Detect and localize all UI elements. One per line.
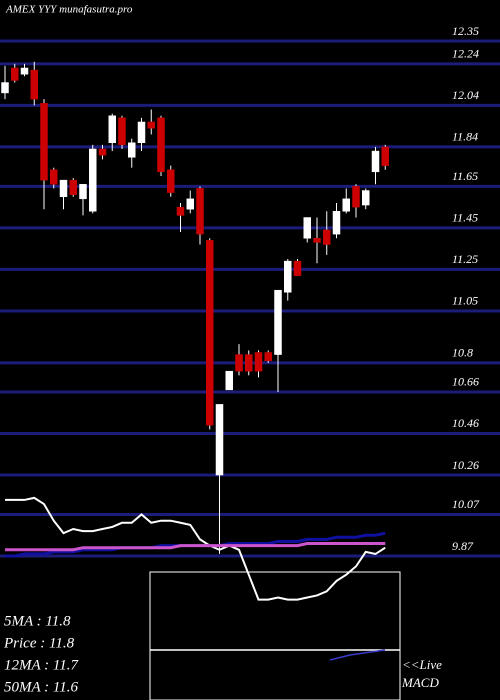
candle-body (89, 148, 97, 212)
stat-label: 12MA : 11.7 (4, 657, 80, 673)
candle-body (206, 240, 214, 426)
stat-label: 5MA : 11.8 (4, 613, 71, 629)
candle-body (30, 69, 38, 100)
candle-body (137, 121, 146, 144)
candle-body (264, 352, 272, 362)
candle-body (215, 404, 224, 476)
candle-body (362, 190, 370, 206)
candle-body (79, 184, 87, 200)
candle-body (1, 82, 9, 94)
candle-body (313, 238, 321, 243)
candle-body (293, 260, 302, 276)
candle-body (235, 354, 243, 372)
candle-body (167, 169, 175, 193)
stat-label: 50MA : 11.6 (4, 679, 79, 695)
y-tick-label: 9.87 (452, 539, 474, 553)
candle-body (59, 179, 68, 197)
ma-line (5, 496, 386, 601)
macd-label: MACD (401, 675, 439, 690)
y-tick-label: 10.66 (452, 375, 479, 389)
candle-body (332, 211, 341, 235)
candle-body (245, 354, 253, 372)
y-tick-label: 12.04 (452, 88, 479, 102)
stat-label: Price : 11.8 (3, 635, 75, 651)
y-tick-label: 11.05 (452, 294, 478, 308)
candle-body (274, 289, 282, 355)
y-tick-label: 12.24 (452, 47, 479, 61)
y-tick-label: 11.65 (452, 169, 478, 183)
candle-body (352, 186, 360, 208)
y-tick-label: 10.26 (452, 458, 479, 472)
y-tick-label: 11.45 (452, 211, 478, 225)
candle-body (50, 169, 58, 185)
y-tick-label: 11.84 (452, 130, 478, 144)
candle-body (128, 142, 136, 158)
chart-title: AMEX YYY munafasutra.pro (5, 4, 133, 16)
candle-body (284, 260, 292, 293)
candle-body (98, 148, 107, 156)
y-tick-label: 12.35 (452, 24, 479, 38)
candle-body (40, 103, 48, 181)
macd-label: <<Live (402, 657, 442, 672)
candle-body (303, 217, 311, 239)
candle-body (69, 179, 77, 195)
candle-body (196, 188, 204, 235)
candle-body (342, 198, 350, 212)
plot (1, 61, 389, 601)
candle-body (176, 206, 185, 216)
ma-line (5, 542, 386, 552)
candle-body (371, 150, 380, 173)
macd-line (329, 649, 386, 661)
stats: 5MA : 11.8 Price : 11.8 12MA : 11.7 50MA : … (3, 613, 80, 695)
candle-body (147, 121, 155, 129)
candle-body (108, 115, 116, 144)
macd-box (149, 571, 401, 700)
candle-body (157, 117, 165, 173)
y-tick-label: 10.8 (452, 346, 473, 360)
candle-body (323, 229, 331, 245)
candle-body (11, 67, 19, 81)
y-tick-label: 11.25 (452, 252, 478, 266)
candle-body (254, 352, 263, 372)
y-tick-label: 10.07 (452, 497, 480, 511)
candle-body (381, 146, 389, 166)
candle-body (186, 198, 194, 210)
candle-body (225, 370, 233, 391)
candle-body (118, 117, 126, 146)
candle-body (20, 67, 29, 75)
y-tick-label: 10.46 (452, 416, 479, 430)
